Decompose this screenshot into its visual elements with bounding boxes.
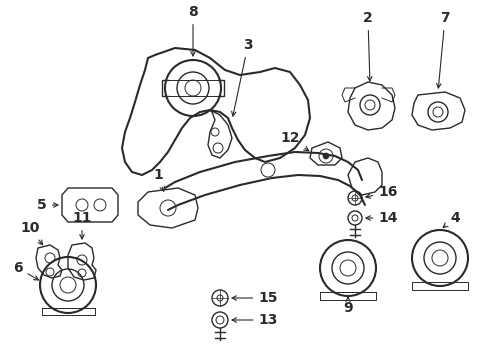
Text: 10: 10 [20,221,43,245]
Text: 6: 6 [13,261,39,280]
Text: 4: 4 [443,211,460,228]
Circle shape [323,153,329,159]
Text: 9: 9 [343,297,353,315]
Text: 8: 8 [188,5,198,56]
Text: 13: 13 [232,313,278,327]
Text: 1: 1 [153,168,164,191]
Text: 16: 16 [366,185,398,199]
Text: 15: 15 [232,291,278,305]
Text: 5: 5 [37,198,58,212]
Text: 3: 3 [232,38,253,116]
Text: 11: 11 [72,211,92,239]
Text: 12: 12 [280,131,309,151]
Text: 7: 7 [437,11,450,88]
Text: 2: 2 [363,11,373,81]
Text: 14: 14 [366,211,398,225]
